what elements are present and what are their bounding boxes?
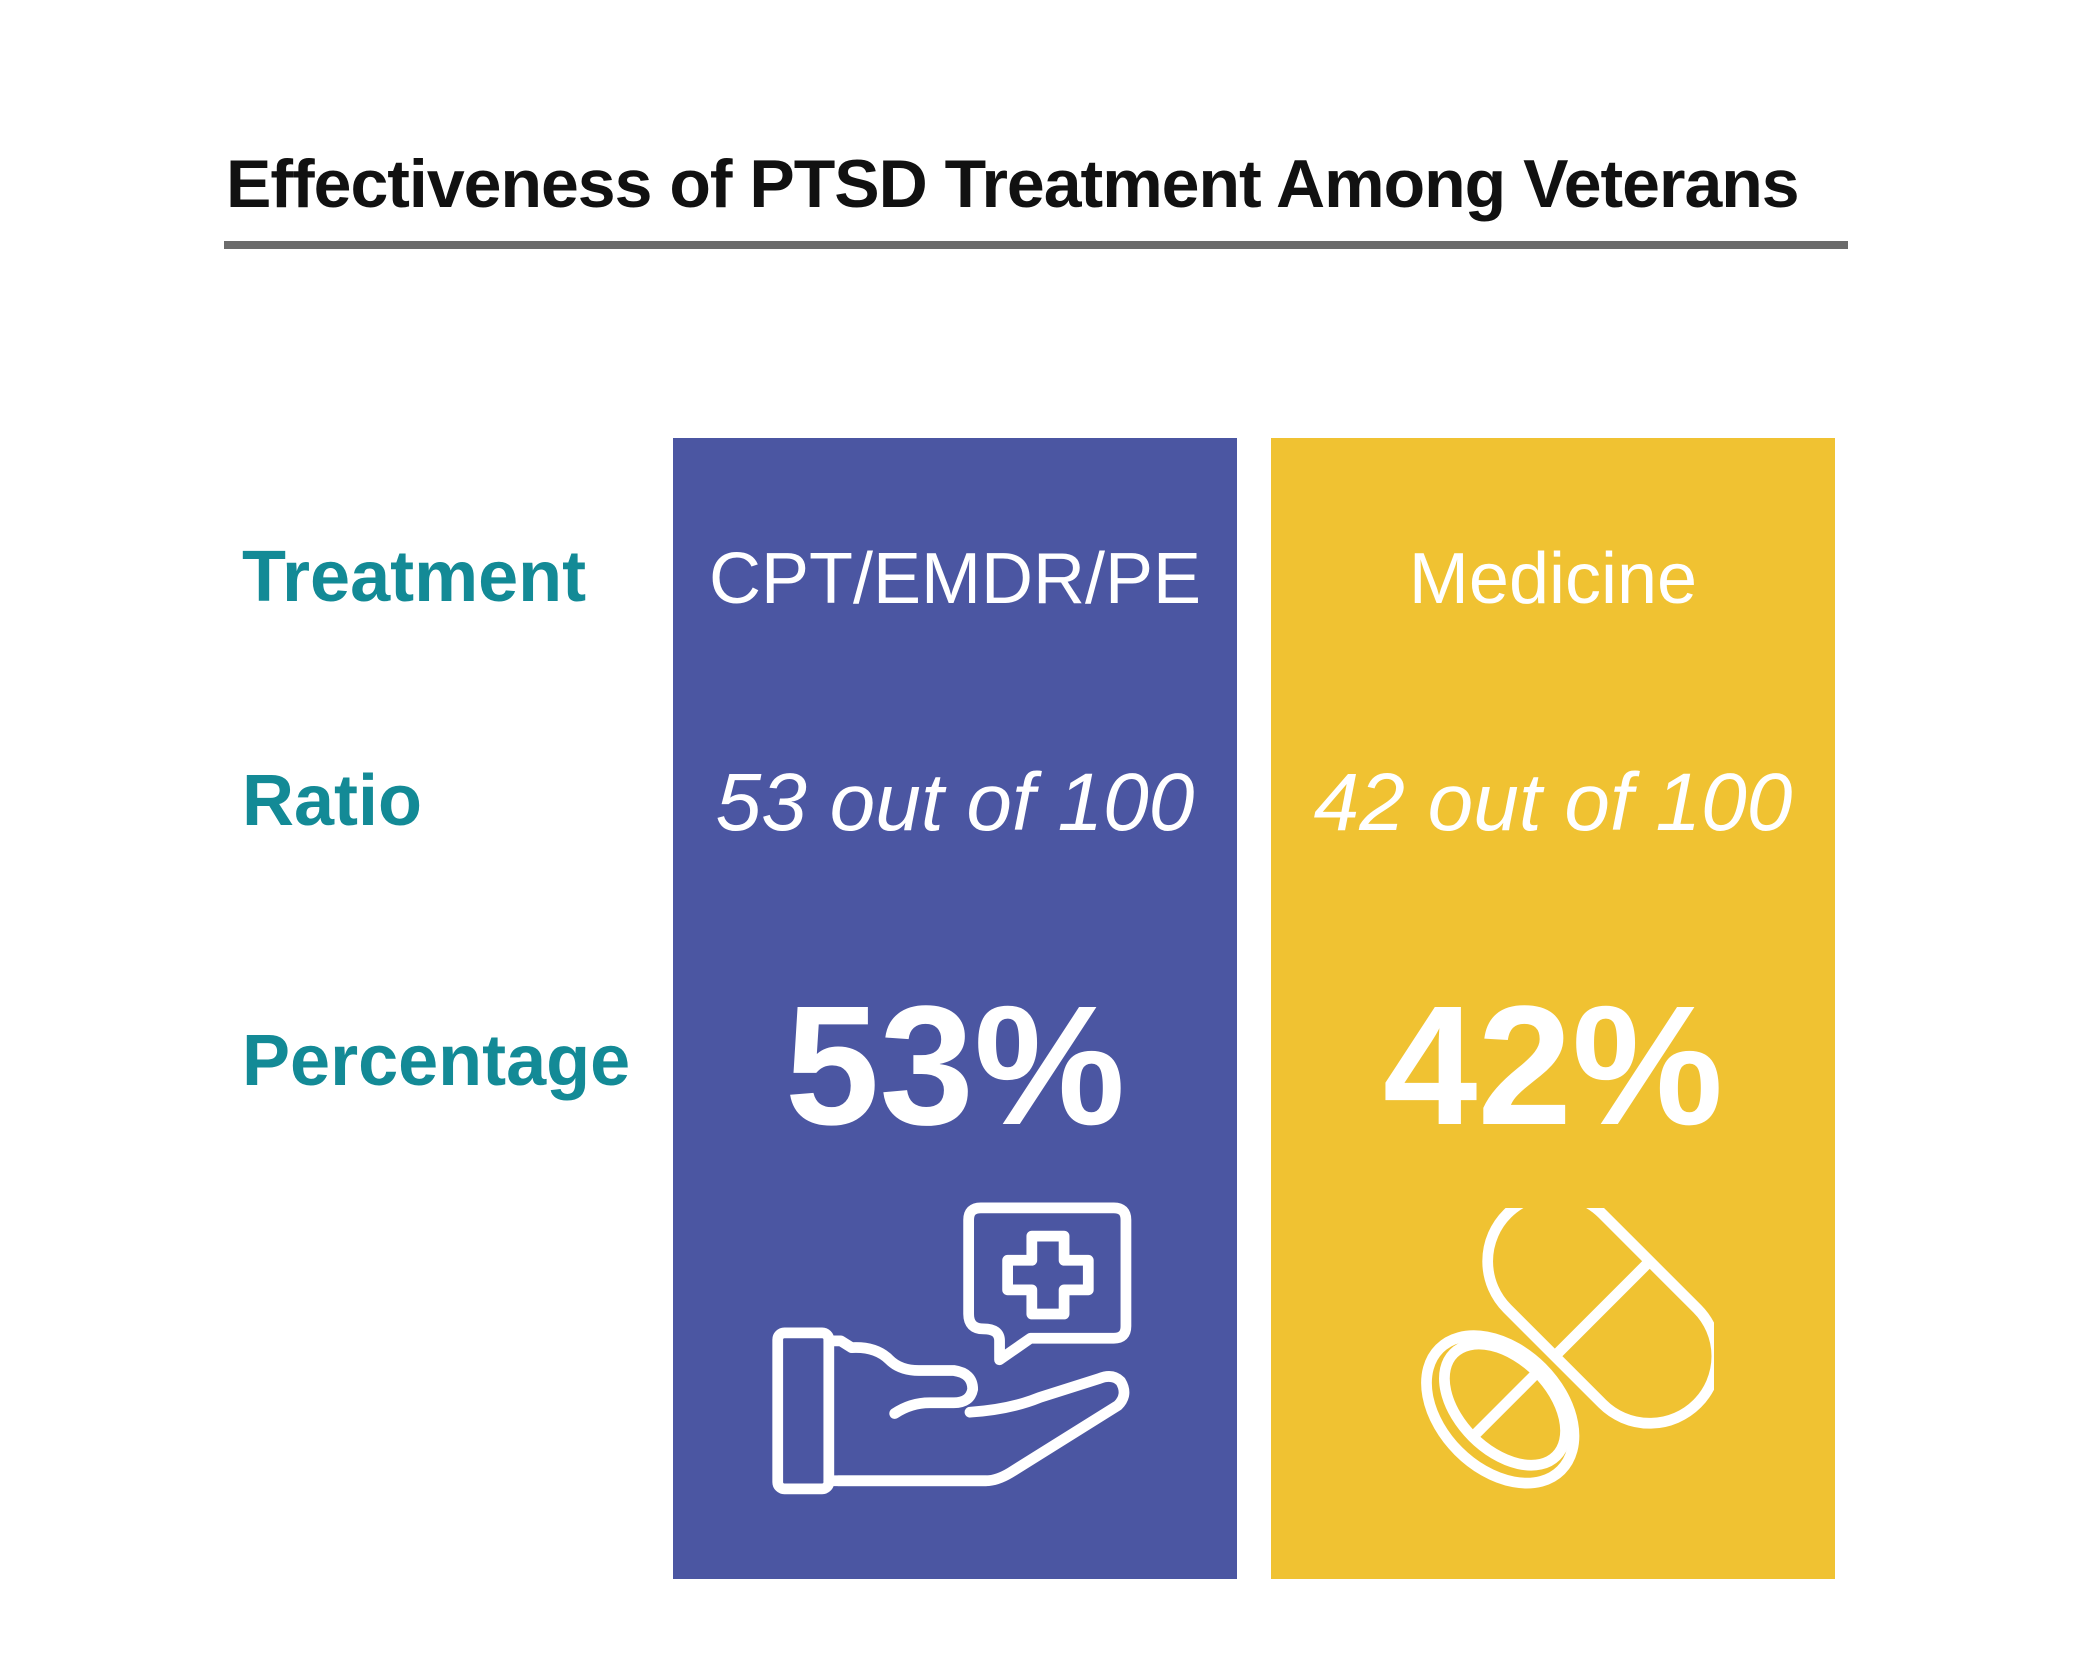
row-label-treatment: Treatment: [242, 537, 587, 617]
treatment-name: CPT/EMDR/PE: [708, 539, 1202, 619]
treatment-percentage: 53%: [784, 971, 1126, 1161]
title-underline: [224, 241, 1848, 249]
treatment-ratio: 53 out of 100: [715, 757, 1195, 848]
treatment-ratio: 42 out of 100: [1313, 757, 1793, 848]
column-cpt-emdr-pe: CPT/EMDR/PE 53 out of 100 53%: [673, 438, 1237, 1579]
page-title: Effectiveness of PTSD Treatment Among Ve…: [226, 146, 1800, 222]
column-medicine: Medicine 42 out of 100 42%: [1271, 438, 1835, 1579]
pills-icon: [1421, 1208, 1714, 1489]
treatment-name: Medicine: [1408, 539, 1698, 619]
hand-medical-icon: [772, 1202, 1132, 1495]
treatment-percentage: 42%: [1382, 971, 1724, 1161]
row-label-percentage: Percentage: [242, 1021, 631, 1101]
row-label-ratio: Ratio: [242, 761, 422, 841]
